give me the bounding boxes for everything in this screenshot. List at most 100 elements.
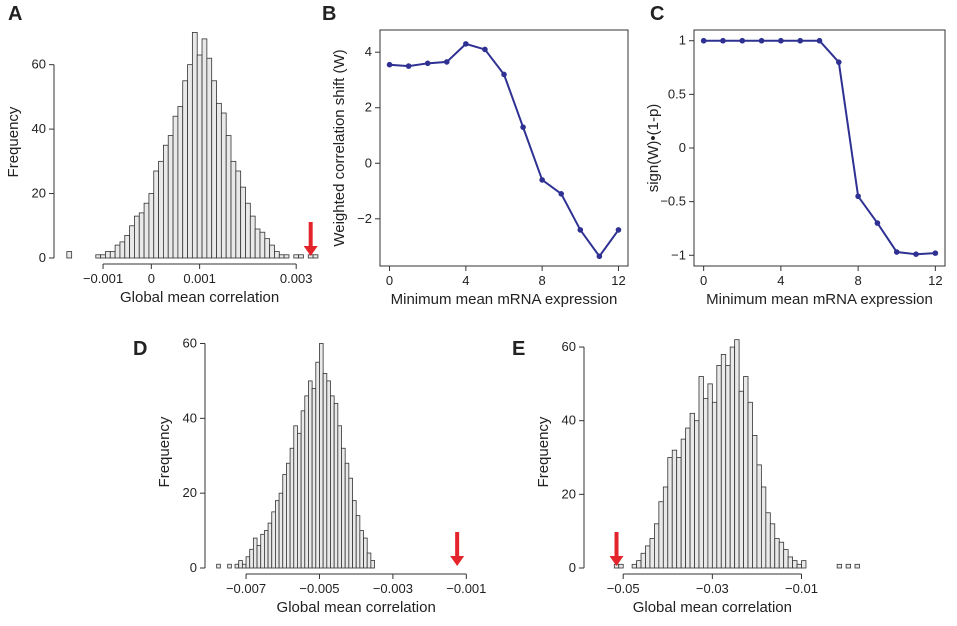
- histogram-bar: [344, 462, 350, 569]
- histogram-bar: [355, 515, 361, 569]
- histogram-bar: [778, 541, 785, 569]
- histogram-bar: [640, 552, 646, 569]
- histogram-bar: [245, 202, 251, 259]
- histogram-bar: [234, 563, 240, 569]
- data-point: [577, 227, 584, 233]
- x-tick-label: −0.007: [226, 581, 266, 596]
- y-tick-label: 0.5: [668, 86, 686, 101]
- series-line: [703, 39, 936, 256]
- histogram-bar: [293, 254, 300, 259]
- red-arrow-icon: [450, 556, 465, 566]
- histogram-bar: [254, 228, 261, 259]
- x-tick-label: −0.001: [446, 581, 486, 596]
- histogram-bar: [286, 462, 291, 569]
- panel-e: E −0.05 −0.03 −0.01 0 20 40 60 Global mean corr…: [512, 338, 860, 616]
- histogram-bar: [734, 339, 740, 569]
- histogram-bar: [760, 486, 767, 569]
- histogram-bar: [235, 170, 242, 259]
- histogram-bar: [725, 365, 731, 569]
- data-point: [424, 60, 431, 67]
- data-point: [797, 37, 803, 44]
- y-tick-label: 0: [569, 560, 576, 575]
- x-axis-label: Global mean correlation: [277, 599, 436, 616]
- histogram-bar: [645, 545, 651, 569]
- data-point: [443, 59, 450, 65]
- histogram-bar: [618, 563, 624, 569]
- histogram-bar: [134, 215, 140, 259]
- histogram-bar: [792, 560, 798, 569]
- histogram-bar: [796, 563, 802, 569]
- histogram-bar: [182, 80, 188, 259]
- x-axis-label: Minimum mean mRNA expression: [391, 291, 618, 308]
- x-tick-label: 0.001: [183, 271, 216, 286]
- x-tick-label: −0.03: [696, 581, 729, 596]
- x-tick-label: −0.01: [785, 581, 818, 596]
- histogram-bar: [245, 556, 251, 569]
- histogram-bar: [293, 425, 298, 569]
- histogram-bar: [271, 511, 276, 569]
- data-point: [874, 220, 881, 226]
- panel-label-a: A: [8, 3, 22, 25]
- x-tick-label: 0: [700, 273, 707, 288]
- panel-c: C 0 4 8 12 −1 −0.5 0 0.5 1 Minimum mean mRNA expr…: [645, 3, 946, 308]
- histogram-bar: [187, 64, 193, 259]
- histogram-bar: [769, 523, 776, 569]
- histogram-bar: [259, 231, 266, 259]
- y-axis-label: Frequency: [535, 416, 552, 487]
- y-tick-label: 1: [679, 33, 686, 48]
- panel-d: D −0.007 −0.005 −0.003 −0.001 0 20 40 60 Global …: [133, 335, 486, 616]
- histogram-e: −0.05 −0.03 −0.01 0 20 40 60 Global mean correl…: [535, 339, 860, 616]
- histogram-bar: [196, 54, 203, 259]
- x-tick-label: 8: [539, 273, 546, 288]
- histogram-bar: [341, 447, 346, 569]
- y-tick-label: 4: [365, 44, 372, 59]
- histogram-bar: [304, 395, 309, 569]
- histogram-bar: [765, 512, 771, 569]
- histogram-bar: [225, 135, 232, 259]
- data-point: [700, 37, 707, 44]
- x-tick-label: 0: [148, 271, 155, 286]
- histogram-bar: [220, 112, 227, 259]
- histogram-bar: [348, 477, 353, 569]
- x-tick-label: 0.003: [280, 271, 313, 286]
- histogram-bar: [333, 402, 339, 569]
- y-axis-label: Frequency: [156, 416, 173, 487]
- histogram-bar: [252, 537, 258, 569]
- data-point: [386, 61, 393, 68]
- histogram-bar: [148, 193, 155, 259]
- histogram-bar: [249, 548, 254, 569]
- y-tick-label: 60: [32, 57, 46, 72]
- histogram-bar: [707, 383, 713, 569]
- histogram-bar: [275, 500, 280, 569]
- y-axis-label: Frequency: [5, 106, 22, 177]
- y-tick-label: −1: [671, 247, 686, 262]
- data-point: [855, 193, 861, 200]
- histogram-bar: [267, 522, 273, 569]
- histogram-bar: [854, 563, 860, 569]
- histogram-bar: [363, 537, 368, 569]
- histogram-bar: [283, 254, 290, 259]
- histogram-bar: [260, 533, 265, 569]
- histogram-bar: [319, 343, 324, 569]
- histogram-bar: [671, 449, 678, 569]
- histogram-bar: [241, 563, 247, 569]
- histogram-bar: [752, 435, 758, 569]
- histogram-bar: [163, 144, 169, 259]
- histogram-bar: [158, 160, 164, 259]
- data-point: [463, 41, 469, 47]
- histogram-bar: [685, 427, 691, 569]
- histogram-bar: [716, 365, 722, 569]
- histogram-d: −0.007 −0.005 −0.003 −0.001 0 20 40 60 Global me…: [156, 335, 486, 616]
- y-tick-label: 20: [183, 485, 197, 500]
- histogram-bar: [774, 538, 780, 569]
- histogram-bar: [256, 545, 262, 569]
- histogram-bar: [105, 251, 111, 259]
- histogram-bar: [282, 474, 287, 569]
- histogram-bar: [211, 80, 217, 259]
- histogram-bar: [729, 346, 736, 569]
- histogram-bar: [698, 376, 704, 569]
- x-tick-label: 4: [462, 273, 469, 288]
- y-tick-label: 20: [32, 186, 46, 201]
- histogram-bar: [711, 401, 718, 569]
- histogram-bar: [129, 225, 135, 259]
